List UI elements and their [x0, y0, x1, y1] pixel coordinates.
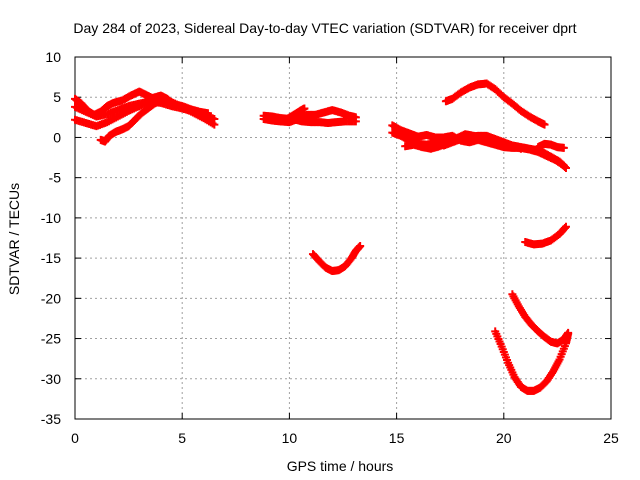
- data-point: [169, 101, 178, 110]
- data-series: [71, 79, 573, 395]
- x-tick-label: 15: [389, 430, 405, 446]
- x-tick-label: 25: [603, 430, 619, 446]
- data-point: [351, 117, 360, 126]
- series-trace-m: [534, 139, 568, 152]
- x-tick-labels: 0 5 10 15 20 25: [71, 430, 619, 446]
- y-axis-title: SDTVAR / TECUs: [6, 183, 22, 295]
- plot-frame: [74, 56, 612, 420]
- series-trace-p: [491, 327, 573, 395]
- data-point: [564, 329, 573, 338]
- data-point: [210, 120, 219, 129]
- data-point: [561, 164, 570, 173]
- y-tick-label: -25: [41, 331, 61, 347]
- x-tick-label: 0: [71, 430, 79, 446]
- y-tick-labels: -35 -30 -25 -20 -15 -10 -5 0 5 10: [41, 49, 61, 427]
- y-tick-label: -5: [49, 170, 62, 186]
- data-point: [356, 242, 365, 251]
- y-tick-label: -20: [41, 290, 61, 306]
- y-tick-label: -35: [41, 411, 61, 427]
- data-point: [203, 109, 212, 118]
- data-point: [300, 104, 309, 113]
- x-axis-title: GPS time / hours: [287, 458, 394, 474]
- series-trace-c: [71, 87, 212, 119]
- y-tick-label: -10: [41, 210, 61, 226]
- y-tick-label: 0: [53, 129, 61, 145]
- y-tick-label: 10: [45, 49, 61, 65]
- grid-lines: [75, 57, 611, 419]
- data-point: [560, 223, 569, 232]
- y-tick-label: -15: [41, 250, 61, 266]
- series-trace-n: [521, 222, 570, 249]
- series-trace-g: [276, 104, 309, 126]
- series-trace-k: [401, 130, 570, 173]
- chart-title: Day 284 of 2023, Sidereal Day-to-day VTE…: [73, 20, 576, 36]
- y-tick-label: -30: [41, 371, 61, 387]
- x-tick-label: 20: [496, 430, 512, 446]
- x-tick-label: 10: [282, 430, 298, 446]
- series-trace-d: [96, 96, 178, 146]
- x-tick-label: 5: [178, 430, 186, 446]
- axis-ticks: [74, 56, 612, 420]
- data-point: [560, 162, 569, 171]
- data-point: [561, 222, 570, 231]
- data-point: [540, 120, 549, 129]
- y-tick-label: 5: [53, 89, 61, 105]
- series-trace-h: [308, 242, 365, 275]
- data-point: [559, 143, 568, 152]
- series-trace-l: [441, 79, 549, 129]
